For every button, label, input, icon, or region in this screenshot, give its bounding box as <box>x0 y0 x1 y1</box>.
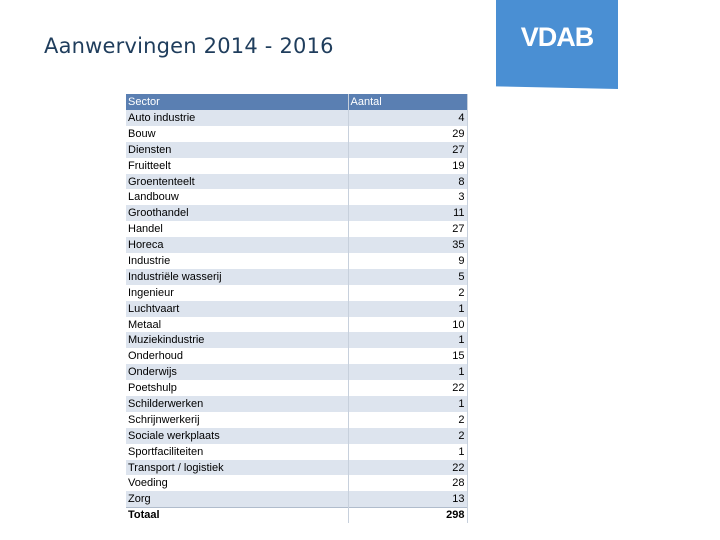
count-cell: 3 <box>348 189 468 206</box>
sector-cell: Transport / logistiek <box>126 459 349 476</box>
table-row: Sportfaciliteiten 1 <box>126 443 468 460</box>
table-row: Diensten 27 <box>126 141 468 158</box>
sector-cell: Zorg <box>126 491 349 508</box>
count-cell: 13 <box>348 491 468 508</box>
total-label: Totaal <box>126 506 349 524</box>
count-cell: 1 <box>348 300 468 317</box>
count-cell: 27 <box>348 141 468 158</box>
count-cell: 11 <box>348 205 468 222</box>
sector-cell: Metaal <box>126 316 349 333</box>
table-header-row: Sector Aantal <box>126 94 468 110</box>
column-header-count: Aantal <box>348 94 468 110</box>
table-row: Bouw 29 <box>126 125 468 142</box>
table-row: Industrie 9 <box>126 253 468 269</box>
count-cell: 5 <box>348 268 468 285</box>
table-row: Industriële wasserij 5 <box>126 268 468 285</box>
table-row: Transport / logistiek 22 <box>126 459 468 476</box>
table-row: Groententeelt 8 <box>126 173 468 190</box>
sector-cell: Luchtvaart <box>126 300 349 317</box>
sector-cell: Schilderwerken <box>126 396 349 412</box>
sector-cell: Sociale werkplaats <box>126 427 349 444</box>
count-cell: 22 <box>348 459 468 476</box>
table-body: Auto industrie 4 Bouw 29 Diensten 27 Fruitteel… <box>126 110 468 524</box>
table-row: Voeding 28 <box>126 475 468 492</box>
table-row: Auto industrie 4 <box>126 110 468 126</box>
count-cell: 27 <box>348 221 468 238</box>
page-title: Aanwervingen 2014 - 2016 <box>44 34 334 58</box>
table-row: Landbouw 3 <box>126 189 468 206</box>
table-row: Onderhoud 15 <box>126 348 468 365</box>
table-row: Sociale werkplaats 2 <box>126 427 468 444</box>
sector-cell: Handel <box>126 221 349 238</box>
count-cell: 22 <box>348 380 468 397</box>
table-row: Poetshulp 22 <box>126 380 468 397</box>
count-cell: 1 <box>348 364 468 381</box>
table-row: Ingenieur 2 <box>126 284 468 301</box>
count-cell: 2 <box>348 427 468 444</box>
column-header-sector: Sector <box>126 94 349 110</box>
count-cell: 29 <box>348 125 468 142</box>
sector-cell: Onderwijs <box>126 364 349 381</box>
table-row: Handel 27 <box>126 221 468 238</box>
vdab-logo: VDAB <box>496 0 618 89</box>
sector-cell: Sportfaciliteiten <box>126 443 349 460</box>
sector-cell: Groothandel <box>126 205 349 222</box>
sector-cell: Horeca <box>126 237 349 254</box>
count-cell: 15 <box>348 348 468 365</box>
sector-cell: Groententeelt <box>126 173 349 190</box>
count-cell: 19 <box>348 157 468 174</box>
table-row: Metaal 10 <box>126 316 468 333</box>
sector-cell: Fruitteelt <box>126 157 349 174</box>
table-row: Muziekindustrie 1 <box>126 332 468 349</box>
sector-cell: Ingenieur <box>126 284 349 301</box>
count-cell: 35 <box>348 237 468 254</box>
count-cell: 1 <box>348 332 468 349</box>
sector-cell: Poetshulp <box>126 380 349 397</box>
sector-cell: Diensten <box>126 141 349 158</box>
table-row: Zorg 13 <box>126 491 468 508</box>
count-cell: 28 <box>348 475 468 492</box>
sector-cell: Industrie <box>126 253 349 269</box>
count-cell: 2 <box>348 411 468 428</box>
logo-text: VDAB <box>520 22 595 52</box>
count-cell: 10 <box>348 316 468 333</box>
count-cell: 8 <box>348 173 468 190</box>
table-row: Luchtvaart 1 <box>126 300 468 317</box>
sector-table: Sector Aantal Auto industrie 4 Bouw 29 Diens… <box>126 94 468 524</box>
sector-cell: Schrijnwerkerij <box>126 411 349 428</box>
count-cell: 9 <box>348 253 468 269</box>
count-cell: 1 <box>348 396 468 412</box>
total-row: Totaal 298 <box>126 506 468 524</box>
table-row: Groothandel 11 <box>126 205 468 222</box>
sector-cell: Bouw <box>126 125 349 142</box>
sector-cell: Onderhoud <box>126 348 349 365</box>
count-cell: 4 <box>348 110 468 126</box>
table-row: Onderwijs 1 <box>126 364 468 381</box>
table-row: Schilderwerken 1 <box>126 396 468 412</box>
sector-cell: Landbouw <box>126 189 349 206</box>
sector-cell: Voeding <box>126 475 349 492</box>
count-cell: 2 <box>348 284 468 301</box>
sector-cell: Industriële wasserij <box>126 268 349 285</box>
table-row: Schrijnwerkerij 2 <box>126 411 468 428</box>
count-cell: 1 <box>348 443 468 460</box>
table-row: Horeca 35 <box>126 237 468 254</box>
sector-cell: Auto industrie <box>126 110 349 126</box>
total-value: 298 <box>348 506 468 524</box>
sector-cell: Muziekindustrie <box>126 332 349 349</box>
table-row: Fruitteelt 19 <box>126 157 468 174</box>
